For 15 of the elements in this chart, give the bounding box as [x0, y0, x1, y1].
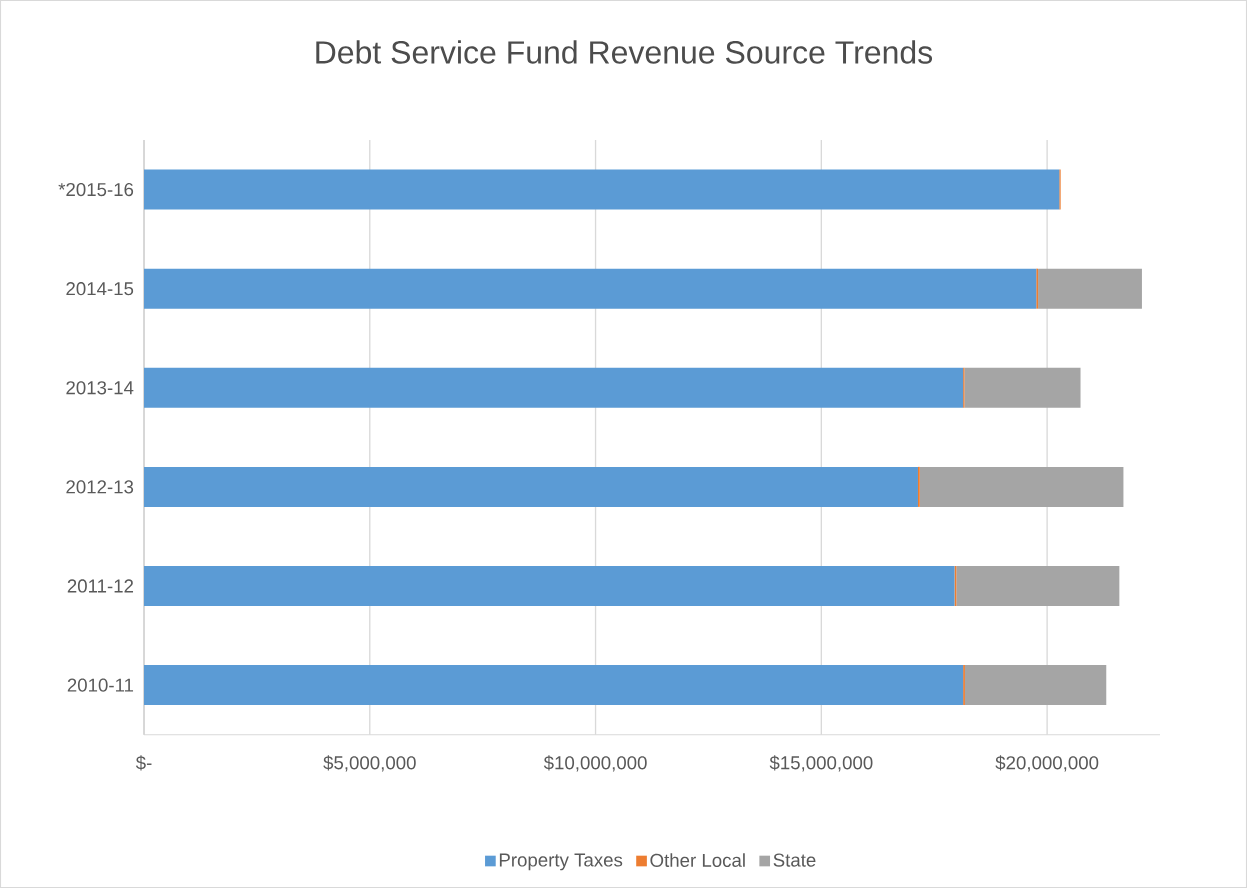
chart-title: Debt Service Fund Revenue Source Trends — [316, 40, 933, 64]
x-tick-label: $- — [135, 755, 152, 771]
x-tick-label: $10,000,000 — [543, 755, 647, 772]
y-tick-label: 2014-15 — [66, 282, 134, 296]
legend-label: Property Taxes — [499, 853, 623, 871]
x-tick-label: $20,000,000 — [995, 755, 1099, 772]
y-tick-label: 2011-12 — [67, 579, 134, 593]
legend-label: State — [773, 853, 816, 867]
y-tick-label: 2013-14 — [66, 381, 134, 395]
y-tick-label: *2015-16 — [58, 182, 134, 197]
x-tick-label: $5,000,000 — [323, 755, 416, 772]
y-tick-label: 2012-13 — [66, 480, 134, 494]
x-tick-label: $15,000,000 — [769, 755, 873, 772]
legend-label: Other Local — [650, 853, 745, 867]
y-tick-label: 2010-11 — [67, 678, 134, 692]
